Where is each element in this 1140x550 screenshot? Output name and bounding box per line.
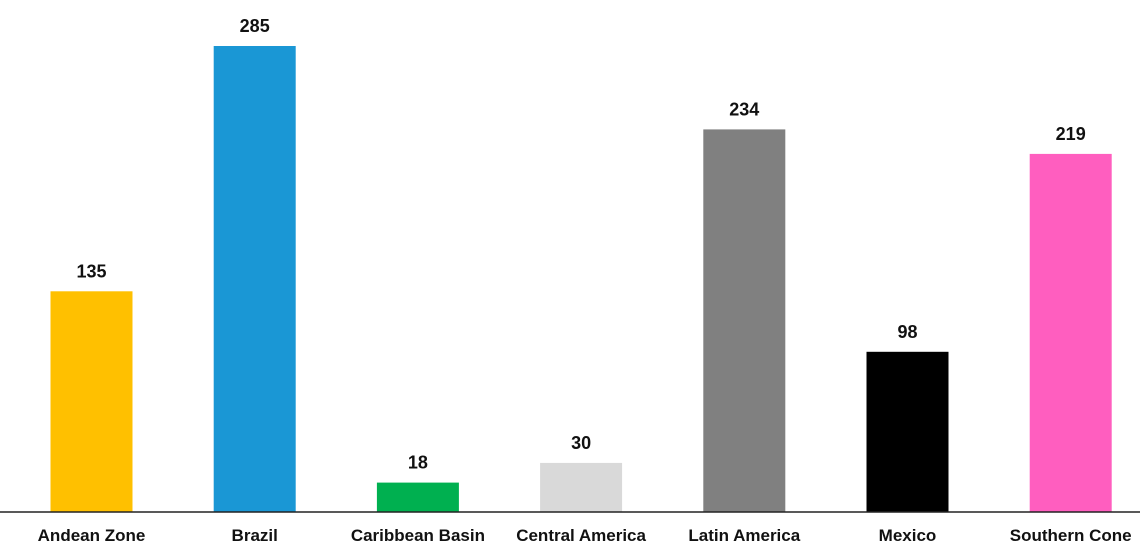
category-label-southern-cone: Southern Cone (1010, 526, 1132, 545)
category-label-caribbean-basin: Caribbean Basin (351, 526, 485, 545)
category-label-andean-zone: Andean Zone (38, 526, 146, 545)
category-label-central-america: Central America (516, 526, 646, 545)
value-label-southern-cone: 219 (1056, 124, 1086, 144)
bar-southern-cone (1029, 153, 1112, 512)
value-label-central-america: 30 (571, 433, 591, 453)
bar-brazil (213, 46, 296, 512)
category-label-mexico: Mexico (879, 526, 937, 545)
value-label-andean-zone: 135 (76, 261, 106, 281)
value-label-mexico: 98 (897, 322, 917, 342)
bar-mexico (866, 351, 949, 512)
category-label-brazil: Brazil (232, 526, 278, 545)
value-label-latin-america: 234 (729, 99, 759, 119)
value-label-caribbean-basin: 18 (408, 453, 428, 473)
bar-latin-america (703, 129, 786, 512)
value-labels-layer: 135 285 18 30 234 98 219 (76, 16, 1085, 473)
bar-andean-zone (50, 291, 133, 512)
category-labels-layer: Andean Zone Brazil Caribbean Basin Central … (38, 526, 1132, 545)
bar-caribbean-basin (376, 482, 459, 512)
value-label-brazil: 285 (240, 16, 270, 36)
bars-layer (50, 46, 1112, 512)
category-label-latin-america: Latin America (688, 526, 800, 545)
bar-central-america (540, 462, 623, 512)
